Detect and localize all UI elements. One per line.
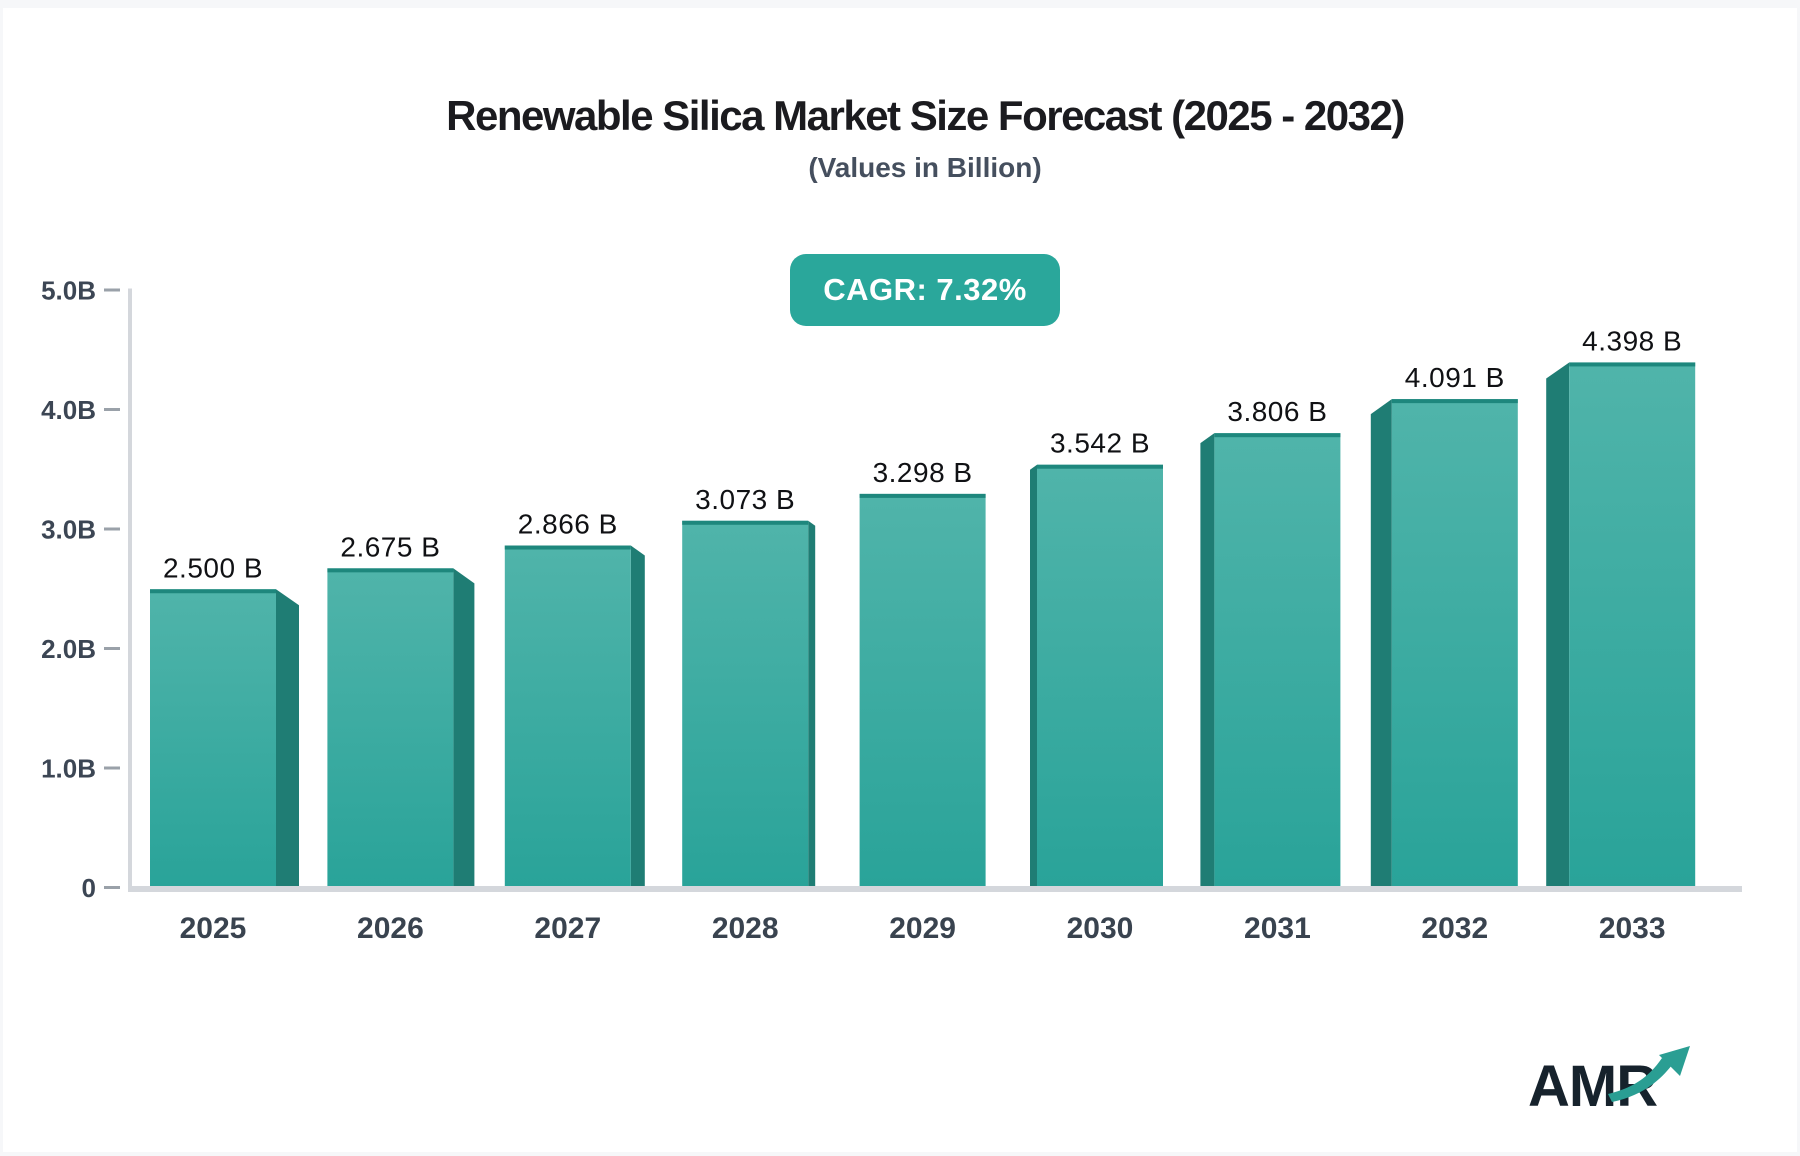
cagr-badge: CAGR: 7.32% — [790, 254, 1060, 326]
bar-top-edge — [1391, 399, 1518, 404]
bar-group-2028: 3.073 B 2028 — [682, 484, 816, 945]
y-axis-tick — [104, 886, 120, 889]
bar — [1391, 399, 1518, 888]
bar-side-face — [276, 589, 299, 888]
y-axis-tick — [104, 527, 120, 531]
bar — [327, 568, 454, 888]
x-axis-label: 2026 — [357, 912, 424, 945]
y-axis-tick-label: 5.0B — [41, 276, 96, 306]
bar — [682, 520, 809, 888]
bar-top-edge — [682, 520, 809, 525]
y-axis-tick — [104, 647, 120, 650]
y-axis-tick-label: 0 — [82, 873, 96, 903]
bar — [1214, 433, 1341, 888]
bar-side-face — [453, 568, 475, 888]
bar-top-edge — [504, 545, 631, 550]
bar-value-label: 3.806 B — [1227, 396, 1327, 427]
x-axis-label: 2027 — [534, 912, 601, 945]
bar-group-2029: 3.298 B 2029 — [859, 457, 986, 945]
bar-value-label: 2.675 B — [340, 531, 440, 562]
bar-value-label: 4.091 B — [1405, 362, 1505, 393]
bar-top-edge — [859, 493, 986, 498]
bar-side-face — [1546, 362, 1570, 889]
bar-value-label: 3.073 B — [695, 484, 795, 515]
bar-value-label: 3.298 B — [873, 457, 973, 488]
x-axis-label: 2031 — [1244, 912, 1311, 945]
x-axis-label: 2028 — [712, 912, 779, 945]
bar-top-edge — [1214, 433, 1341, 438]
bar-value-label: 2.866 B — [518, 509, 618, 540]
x-axis-label: 2033 — [1599, 912, 1666, 945]
y-axis-tick — [104, 766, 120, 770]
bar — [150, 589, 276, 888]
growth-arrow-icon — [1608, 1046, 1690, 1102]
chart-title: Renewable Silica Market Size Forecast (2… — [446, 92, 1405, 139]
bar — [1569, 362, 1696, 889]
bar-side-face — [1030, 464, 1037, 888]
bar-group-2031: 3.806 B 2031 — [1200, 396, 1341, 945]
x-axis-label: 2029 — [889, 912, 956, 945]
bar-side-face — [808, 520, 816, 888]
bar-group-2033: 4.398 B 2033 — [1546, 325, 1696, 945]
bar-side-face — [630, 545, 645, 888]
bar-side-face — [1370, 399, 1392, 888]
y-axis-tick-label: 4.0B — [41, 395, 96, 425]
y-axis-tick — [104, 408, 120, 411]
x-axis-label: 2025 — [180, 912, 247, 945]
bar-value-label: 2.500 B — [163, 552, 263, 583]
bar-top-edge — [327, 568, 454, 573]
x-axis-label: 2030 — [1067, 912, 1134, 945]
bar-side-face — [1200, 433, 1215, 888]
x-axis-label: 2032 — [1421, 912, 1488, 945]
bar-group-2026: 2.675 B 2026 — [327, 531, 475, 945]
y-axis-tick — [104, 288, 120, 292]
y-axis-line — [128, 288, 132, 891]
x-axis-line — [128, 886, 1742, 892]
bar-top-edge — [150, 589, 276, 594]
bar — [1037, 464, 1163, 888]
y-axis-tick-label: 3.0B — [41, 515, 96, 545]
chart-subtitle: (Values in Billion) — [808, 152, 1042, 183]
bar — [859, 493, 986, 888]
bar-group-2025: 2.500 B 2025 — [150, 552, 299, 945]
bar — [504, 545, 631, 888]
y-axis-tick-label: 1.0B — [41, 754, 96, 784]
bar-group-2027: 2.866 B 2027 — [504, 509, 645, 945]
bar-top-edge — [1569, 362, 1696, 367]
bar-value-label: 3.542 B — [1050, 428, 1150, 459]
bar-top-edge — [1037, 464, 1163, 469]
amr-logo: AMR — [1528, 1046, 1690, 1119]
bar-group-2032: 4.091 B 2032 — [1370, 362, 1518, 945]
y-axis-tick-label: 2.0B — [41, 634, 96, 664]
bar-value-label: 4.398 B — [1582, 325, 1682, 356]
bar-group-2030: 3.542 B 2030 — [1030, 428, 1163, 945]
